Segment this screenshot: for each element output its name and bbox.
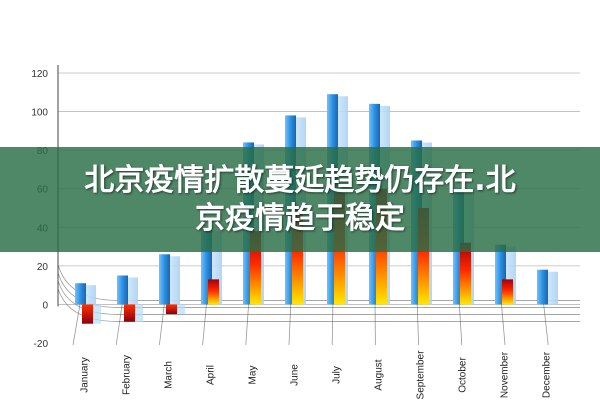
y-tick-label: 0	[42, 300, 48, 311]
floor-ray	[500, 298, 506, 346]
x-tick-label: July	[332, 366, 343, 384]
x-axis-labels: January February March April May June July Augu…	[80, 350, 553, 400]
x-tick-label: November	[500, 351, 511, 398]
bar-series-2	[292, 208, 303, 305]
x-tick-label: December	[542, 351, 553, 398]
bar-shadow	[84, 285, 96, 305]
x-tick-label: February	[122, 355, 133, 395]
bar-series-1	[117, 275, 128, 305]
bar-series-2	[82, 304, 93, 324]
floor-ray	[159, 298, 166, 346]
y-tick-label: 100	[31, 108, 48, 119]
x-tick-label: January	[80, 357, 91, 393]
floor-ray	[115, 298, 124, 346]
bar-series-2	[502, 279, 513, 305]
bar-shadow	[177, 304, 185, 315]
y-tick-label: 120	[31, 69, 48, 80]
floor-ray	[202, 298, 208, 346]
bar-series-2	[166, 304, 177, 315]
bar-series-1	[495, 244, 506, 305]
title-banner: 北京疫情扩散蔓延趋势仍存在.北 京疫情趋于稳定	[0, 147, 600, 252]
bar-series-1	[159, 254, 170, 305]
banner-title-line-2: 京疫情趋于稳定	[195, 200, 405, 236]
y-tick-label: -20	[34, 339, 49, 350]
bar-series-2	[418, 208, 429, 305]
bar-series-2	[124, 304, 135, 322]
floor-ray	[542, 298, 549, 346]
floor-ray	[288, 298, 292, 346]
bar-shadow	[168, 256, 180, 305]
floor-ray	[72, 298, 82, 346]
x-tick-label: September	[416, 350, 427, 400]
floor-ray	[245, 298, 250, 346]
bar-series-1	[201, 229, 212, 305]
floor-ray	[416, 298, 419, 346]
bar-series-1	[537, 269, 548, 305]
bar-series-2	[250, 231, 261, 305]
x-tick-label: October	[458, 357, 469, 393]
x-tick-label: May	[248, 366, 259, 385]
bar-shadow	[135, 304, 143, 322]
bar-shadow	[546, 271, 558, 305]
bar-shadow	[126, 277, 138, 305]
x-tick-label: April	[206, 365, 217, 385]
bar-series-2	[460, 242, 471, 305]
bar-series-2	[208, 279, 219, 305]
bar-shadow	[93, 304, 101, 324]
y-tick-label: 20	[37, 262, 49, 273]
x-tick-label: August	[374, 359, 385, 390]
floor-line	[57, 280, 580, 315]
floor-line	[57, 288, 580, 322]
floor-ray	[331, 298, 334, 346]
x-tick-label: March	[164, 361, 175, 389]
x-tick-label: June	[290, 364, 301, 386]
bar-series-1	[75, 283, 86, 305]
banner-title-line-1: 北京疫情扩散蔓延趋势仍存在.北	[84, 162, 516, 198]
floor-ray	[458, 298, 463, 346]
